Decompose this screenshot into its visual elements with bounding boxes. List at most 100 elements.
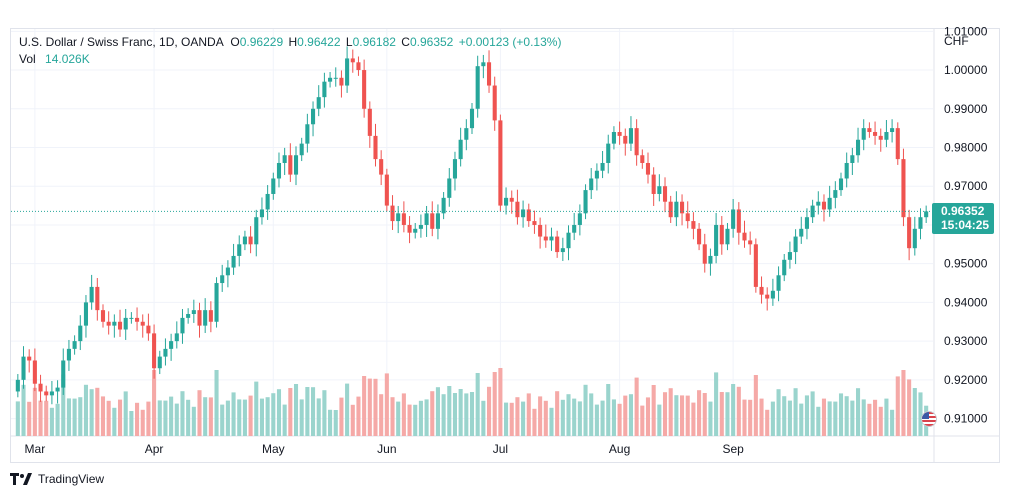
candle-body	[538, 224, 543, 237]
candle-body	[657, 186, 662, 194]
candle-body	[725, 228, 730, 245]
x-tick-label: May	[262, 442, 285, 456]
volume-bar	[685, 395, 690, 436]
chart-frame	[10, 28, 1000, 463]
volume-bar	[810, 391, 815, 436]
high-value: 0.96422	[297, 35, 341, 49]
volume-bar	[895, 376, 900, 436]
volume-bar	[594, 404, 599, 436]
candle-body	[640, 155, 645, 163]
candle-body	[225, 267, 230, 276]
candle-body	[674, 201, 679, 218]
candle-body	[583, 190, 588, 214]
volume-bar	[611, 399, 616, 436]
volume-bar	[748, 399, 753, 436]
candle-body	[95, 286, 100, 311]
volume-bar	[367, 378, 372, 436]
volume-bar	[123, 391, 128, 436]
candle-body	[197, 310, 202, 326]
candle-body	[203, 310, 208, 326]
candle-body	[220, 275, 225, 284]
volume-bar	[38, 400, 43, 436]
candle-body	[27, 356, 32, 361]
volume-bar	[589, 393, 594, 436]
volume-bar	[901, 370, 906, 436]
high-label: H	[288, 35, 298, 49]
volume-bar	[276, 389, 282, 436]
candle-body	[736, 209, 741, 233]
volume-bar	[362, 376, 367, 436]
volume-bar	[220, 404, 225, 436]
y-tick-label: 0.93000	[944, 334, 988, 348]
candle-body	[61, 360, 66, 388]
candle-body	[804, 217, 809, 229]
volume-bar	[526, 393, 531, 436]
candle-body	[112, 321, 117, 326]
volume-bar	[447, 386, 452, 436]
volume-bar	[538, 396, 543, 436]
x-tick-label: Jul	[493, 442, 508, 456]
volume-bar	[890, 409, 895, 436]
volume-bar	[401, 393, 406, 436]
candle-body	[606, 143, 611, 163]
volume-bar	[169, 396, 174, 436]
candle-body	[731, 209, 736, 229]
x-tick-label: Apr	[145, 442, 164, 456]
volume-bar	[384, 373, 389, 436]
volume-bar	[237, 399, 242, 436]
candle-body	[907, 217, 912, 249]
volume-bar	[776, 389, 781, 436]
volume-bar	[322, 390, 327, 436]
candle-body	[293, 155, 299, 175]
low-label: L	[345, 35, 353, 49]
volume-bar	[867, 403, 872, 436]
open-value: 0.96229	[239, 35, 284, 49]
volume-bar	[265, 397, 270, 436]
volume-bar	[884, 398, 889, 436]
y-tick-label: 0.97000	[944, 179, 988, 193]
candle-body	[532, 221, 537, 225]
volume-bar	[452, 393, 458, 436]
candle-body	[793, 236, 798, 253]
volume-bar	[180, 391, 185, 436]
x-tick-label: Sep	[722, 442, 744, 456]
candle-body	[441, 197, 446, 214]
symbol-legend: U.S. Dollar / Swiss Franc, 1D, OANDA O0.…	[19, 35, 561, 49]
volume-bar	[838, 393, 844, 436]
volume-bar	[572, 398, 577, 436]
candle-body	[447, 178, 452, 198]
volume-bar	[833, 401, 838, 436]
volume-bar	[299, 399, 304, 436]
candle-body	[651, 174, 656, 194]
candle-body	[691, 221, 696, 229]
volume-bar	[390, 397, 395, 436]
volume-bar	[657, 404, 662, 436]
volume-bar	[328, 409, 333, 436]
close-label: C	[401, 35, 410, 49]
bar-countdown: 15:04:25	[941, 218, 990, 233]
candle-body	[254, 217, 259, 245]
volume-bar	[242, 399, 247, 436]
candle-body	[918, 217, 923, 229]
volume-bar	[504, 402, 509, 436]
candle-body	[668, 201, 673, 218]
tradingview-brand: TradingView	[38, 472, 105, 486]
volume-bar	[481, 400, 486, 436]
candle-body	[787, 252, 792, 260]
candle-body	[515, 201, 520, 218]
volume-bar	[333, 410, 338, 436]
candle-body	[140, 321, 145, 326]
candle-body	[384, 174, 389, 206]
candle-body	[418, 224, 423, 229]
volume-bar	[782, 396, 787, 436]
volume-bar	[719, 392, 724, 436]
footer-branding[interactable]: TradingView	[10, 472, 104, 486]
volume-bar	[66, 398, 71, 436]
candle-body	[208, 310, 213, 322]
volume-bar	[634, 377, 639, 436]
candle-body	[481, 62, 486, 67]
candle-body	[714, 224, 719, 256]
candle-body	[912, 228, 917, 249]
volume-bar	[759, 398, 764, 436]
